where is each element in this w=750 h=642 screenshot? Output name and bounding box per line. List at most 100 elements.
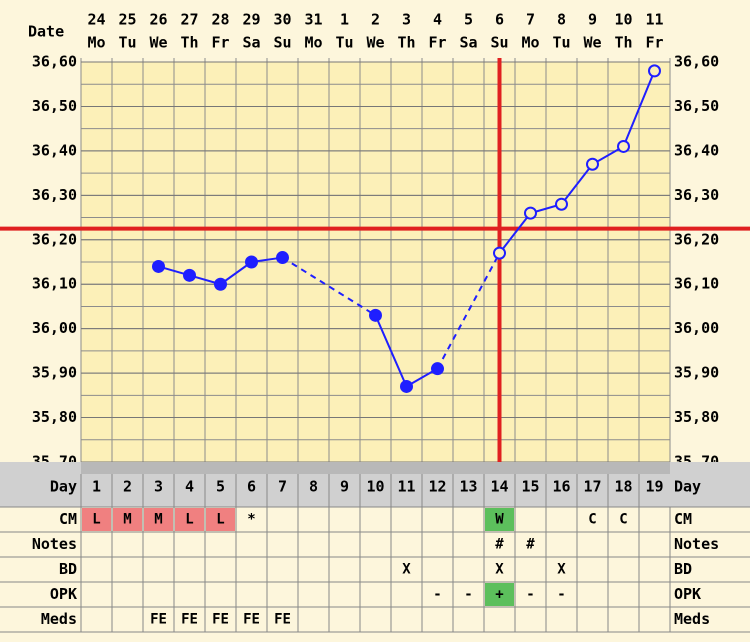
weekday-label: Su <box>490 34 508 52</box>
cycle-day: 2 <box>123 478 132 496</box>
cycle-day: 18 <box>614 478 632 496</box>
y2-tick-label: 36,50 <box>674 97 719 115</box>
temperature-point <box>152 259 165 273</box>
row-bg <box>80 581 671 608</box>
cycle-day: 15 <box>521 478 539 496</box>
weekday-label: Sa <box>242 34 260 52</box>
weekday-label: Th <box>397 34 415 52</box>
date-label: 10 <box>614 11 632 29</box>
cycle-day: 4 <box>185 478 194 496</box>
cell-text: W <box>495 512 504 528</box>
y-tick-label: 36,30 <box>32 186 77 204</box>
temperature-point <box>276 251 289 265</box>
cell-highlight <box>485 508 514 531</box>
cell-highlight <box>175 508 204 531</box>
cycle-day: 8 <box>309 478 318 496</box>
temperature-point <box>245 255 258 269</box>
cell-text: C <box>619 512 627 528</box>
date-label: 24 <box>87 11 105 29</box>
y-tick-label: 35,90 <box>32 364 77 382</box>
temperature-point <box>369 308 382 322</box>
cycle-day: 3 <box>154 478 163 496</box>
weekday-label: Fr <box>645 34 663 52</box>
date-label: 11 <box>645 11 663 29</box>
date-label: 8 <box>557 11 566 29</box>
date-label: 30 <box>273 11 291 29</box>
weekday-label: Su <box>273 34 291 52</box>
cell-text: X <box>495 562 504 578</box>
date-label: 6 <box>495 11 504 29</box>
row-label-right: Day <box>674 478 701 496</box>
cycle-day: 14 <box>490 478 508 496</box>
date-label: 4 <box>433 11 442 29</box>
date-label: 26 <box>149 11 167 29</box>
temperature-point <box>555 197 568 211</box>
weekday-label: We <box>149 34 167 52</box>
cell-text: # <box>526 537 535 553</box>
y2-tick-label: 35,90 <box>674 364 719 382</box>
cycle-day: 19 <box>645 478 663 496</box>
y-tick-label: 36,00 <box>32 319 77 337</box>
cell-text: - <box>464 587 472 603</box>
cell-text: C <box>588 512 596 528</box>
weekday-label: Th <box>614 34 632 52</box>
cycle-day: 10 <box>366 478 384 496</box>
cell-highlight <box>206 508 235 531</box>
row-bg <box>80 556 671 583</box>
date-label: 29 <box>242 11 260 29</box>
y2-tick-label: 36,60 <box>674 53 719 71</box>
date-label: 9 <box>588 11 597 29</box>
date-label: 7 <box>526 11 535 29</box>
row-label: Day <box>50 478 77 496</box>
cell-text: L <box>216 512 224 528</box>
temperature-point <box>400 379 413 393</box>
weekday-label: Tu <box>552 34 570 52</box>
row-label-right: OPK <box>674 585 701 603</box>
temperature-point <box>586 157 599 171</box>
row-bg <box>80 606 671 633</box>
date-label: 1 <box>340 11 349 29</box>
row-label: BD <box>59 560 77 578</box>
row-label-right: Notes <box>674 535 719 553</box>
y2-tick-label: 36,30 <box>674 186 719 204</box>
temperature-point <box>524 206 537 220</box>
date-label: Date <box>28 23 64 41</box>
weekday-label: Mo <box>304 34 322 52</box>
cell-text: X <box>402 562 411 578</box>
cycle-day: 16 <box>552 478 570 496</box>
y2-tick-label: 36,40 <box>674 141 719 159</box>
date-label: 5 <box>464 11 473 29</box>
y2-tick-label: 36,20 <box>674 230 719 248</box>
y-tick-label: 36,10 <box>32 275 77 293</box>
temperature-point <box>183 268 196 282</box>
row-label-right: BD <box>674 560 692 578</box>
cell-highlight <box>144 508 173 531</box>
date-label: 3 <box>402 11 411 29</box>
cell-text: FE <box>212 612 229 628</box>
y-tick-label: 36,40 <box>32 141 77 159</box>
cycle-day: 13 <box>459 478 477 496</box>
y2-tick-label: 36,00 <box>674 319 719 337</box>
cycle-day: 6 <box>247 478 256 496</box>
row-label-right: Meds <box>674 610 710 628</box>
weekday-label: We <box>366 34 384 52</box>
row-label: CM <box>59 510 77 528</box>
row-label-right: CM <box>674 510 692 528</box>
date-label: 27 <box>180 11 198 29</box>
y2-tick-label: 35,80 <box>674 408 719 426</box>
weekday-label: Tu <box>118 34 136 52</box>
cell-text: FE <box>181 612 198 628</box>
y-tick-label: 35,80 <box>32 408 77 426</box>
temperature-point <box>493 246 506 260</box>
y2-tick-label: 36,10 <box>674 275 719 293</box>
cell-text: M <box>123 512 131 528</box>
cell-highlight <box>113 508 142 531</box>
cell-text: FE <box>274 612 291 628</box>
temperature-point <box>617 139 630 153</box>
date-label: 2 <box>371 11 380 29</box>
cell-text: - <box>526 587 534 603</box>
weekday-label: We <box>583 34 601 52</box>
row-label: OPK <box>50 585 77 603</box>
cell-text: L <box>92 512 100 528</box>
